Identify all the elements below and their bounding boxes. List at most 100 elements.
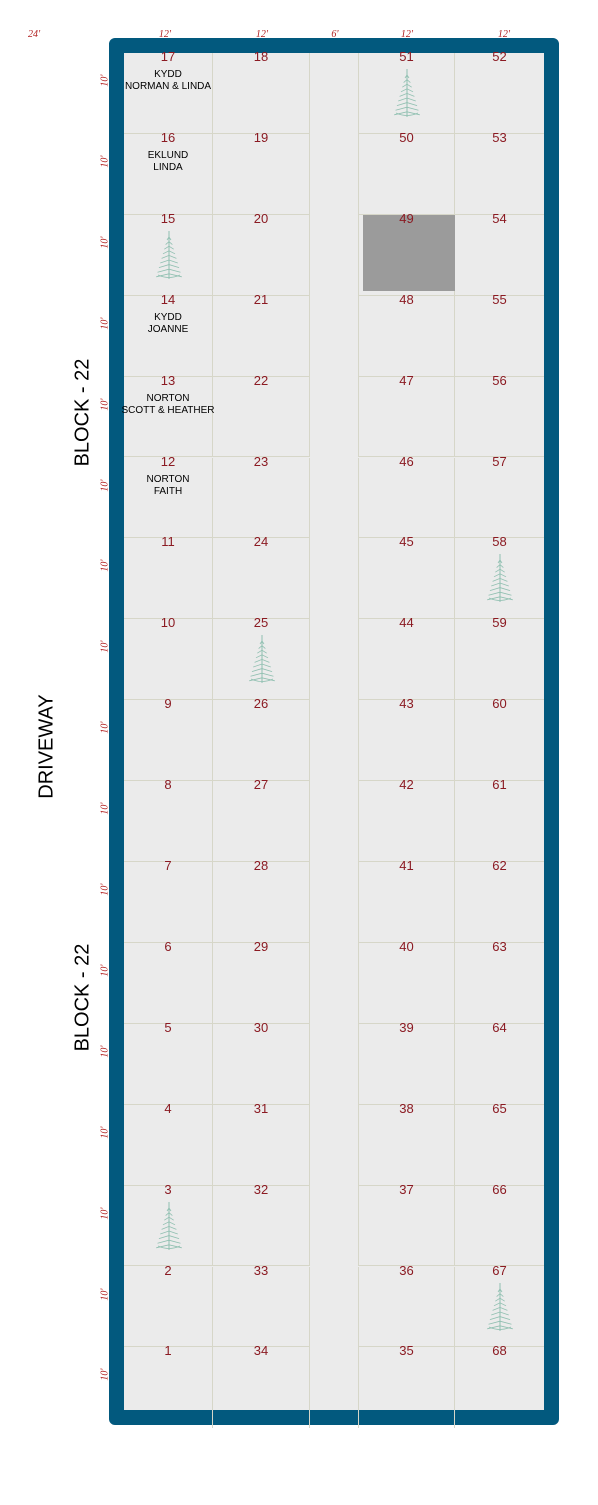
- plot-26[interactable]: 26: [213, 696, 310, 782]
- plot-23[interactable]: 23: [213, 454, 310, 539]
- plot-18[interactable]: 18: [213, 49, 310, 134]
- aisle-cell: [310, 700, 359, 782]
- plot-2[interactable]: 2: [124, 1263, 213, 1348]
- plot-64[interactable]: 64: [455, 1020, 544, 1105]
- plot-28[interactable]: 28: [213, 858, 310, 943]
- plot-14[interactable]: 14 KYDD JOANNE: [124, 292, 213, 377]
- plot-number: 64: [492, 1019, 507, 1035]
- plot-36[interactable]: 36: [359, 1263, 455, 1348]
- plot-number: 45: [399, 534, 414, 550]
- tree-icon: [486, 1282, 513, 1331]
- plot-60[interactable]: 60: [455, 696, 544, 782]
- plot-48[interactable]: 48: [359, 292, 455, 377]
- plot-38[interactable]: 38: [359, 1101, 455, 1186]
- plot-5[interactable]: 5: [124, 1020, 213, 1105]
- plot-68[interactable]: 68: [455, 1343, 544, 1428]
- plot-22[interactable]: 22: [213, 373, 310, 458]
- plot-number: 44: [399, 615, 414, 631]
- plot-31[interactable]: 31: [213, 1101, 310, 1186]
- plot-65[interactable]: 65: [455, 1101, 544, 1186]
- plot-63[interactable]: 63: [455, 939, 544, 1024]
- plot-67[interactable]: 67: [455, 1263, 544, 1348]
- plot-58[interactable]: 58: [455, 534, 544, 620]
- plot-number: 16: [160, 129, 176, 145]
- plot-number: 43: [399, 696, 414, 712]
- plot-number: 19: [253, 129, 269, 145]
- plot-51[interactable]: 51: [359, 49, 455, 134]
- plot-43[interactable]: 43: [359, 696, 455, 782]
- plot-number: 15: [160, 210, 176, 226]
- aisle-cell: [310, 1104, 359, 1186]
- plot-57[interactable]: 57: [455, 454, 544, 539]
- plot-10[interactable]: 10: [124, 615, 213, 701]
- plot-45[interactable]: 45: [359, 534, 455, 620]
- plot-41[interactable]: 41: [359, 858, 455, 943]
- plot-number: 29: [253, 938, 269, 954]
- plot-53[interactable]: 53: [455, 130, 544, 215]
- plot-number: 68: [492, 1343, 507, 1359]
- plot-27[interactable]: 27: [213, 777, 310, 862]
- plot-46[interactable]: 46: [359, 454, 455, 539]
- plot-59[interactable]: 59: [455, 615, 544, 701]
- plot-40[interactable]: 40: [359, 939, 455, 1024]
- plot-17[interactable]: 17 KYDD NORMAN & LINDA: [124, 49, 213, 134]
- plot-7[interactable]: 7: [124, 858, 213, 943]
- plot-9[interactable]: 9: [124, 696, 213, 782]
- plot-24[interactable]: 24: [213, 534, 310, 620]
- plot-15[interactable]: 15: [124, 211, 213, 296]
- plot-20[interactable]: 20: [213, 211, 310, 296]
- plot-42[interactable]: 42: [359, 777, 455, 862]
- plot-54[interactable]: 54: [455, 211, 544, 296]
- plot-33[interactable]: 33: [213, 1263, 310, 1348]
- plot-55[interactable]: 55: [455, 292, 544, 377]
- plot-66[interactable]: 66: [455, 1182, 544, 1267]
- plot-29[interactable]: 29: [213, 939, 310, 1024]
- column-dimension: 12': [497, 29, 511, 40]
- plot-35[interactable]: 35: [359, 1343, 455, 1429]
- plot-number: 40: [399, 938, 414, 954]
- plot-3[interactable]: 3: [124, 1182, 213, 1267]
- plot-25[interactable]: 25: [213, 615, 310, 701]
- plot-number: 32: [253, 1181, 269, 1197]
- plot-number: 48: [399, 291, 414, 307]
- plot-12[interactable]: 12 NORTON FAITH: [124, 454, 213, 539]
- plot-16[interactable]: 16 EKLUND LINDA: [124, 130, 213, 215]
- plot-13[interactable]: 13 NORTON SCOTT & HEATHER: [122, 373, 214, 458]
- plot-number: 9: [164, 696, 172, 712]
- plot-49[interactable]: 49: [359, 211, 455, 296]
- plot-50[interactable]: 50: [359, 130, 455, 215]
- tree-icon: [486, 554, 513, 603]
- plot-56[interactable]: 56: [455, 373, 544, 458]
- plot-number: 11: [161, 534, 175, 550]
- plot-21[interactable]: 21: [213, 292, 310, 377]
- plot-19[interactable]: 19: [213, 130, 310, 215]
- plot-8[interactable]: 8: [124, 777, 213, 862]
- plot-number: 1: [164, 1343, 172, 1359]
- plot-62[interactable]: 62: [455, 858, 544, 943]
- plot-44[interactable]: 44: [359, 615, 455, 701]
- plot-30[interactable]: 30: [213, 1020, 310, 1105]
- plot-39[interactable]: 39: [359, 1020, 455, 1105]
- tree-icon: [394, 69, 420, 117]
- cemetery-plot-map: 17 KYDD NORMAN & LINDA 18 51 52 16 EKLUND LIND…: [109, 38, 559, 1429]
- plot-4[interactable]: 4: [124, 1101, 213, 1186]
- plot-6[interactable]: 6: [124, 939, 213, 1024]
- aisle-cell: [310, 942, 359, 1024]
- plot-34[interactable]: 34: [213, 1343, 310, 1429]
- plot-number: 41: [399, 858, 414, 873]
- plot-number: 33: [253, 1262, 269, 1278]
- plot-47[interactable]: 47: [359, 373, 455, 458]
- plot-61[interactable]: 61: [455, 777, 544, 862]
- plot-1[interactable]: 1: [124, 1343, 213, 1429]
- aisle-cell: [310, 457, 359, 539]
- plot-11[interactable]: 11: [124, 534, 213, 620]
- plot-37[interactable]: 37: [359, 1182, 455, 1267]
- plot-number: 2: [164, 1262, 172, 1278]
- plot-32[interactable]: 32: [213, 1182, 310, 1267]
- aisle-cell: [310, 1023, 359, 1105]
- plot-number: 57: [492, 453, 507, 469]
- plot-52[interactable]: 52: [455, 49, 544, 134]
- plot-number: 30: [253, 1019, 269, 1035]
- aisle-cell: [310, 619, 359, 701]
- plot-number: 61: [492, 777, 507, 793]
